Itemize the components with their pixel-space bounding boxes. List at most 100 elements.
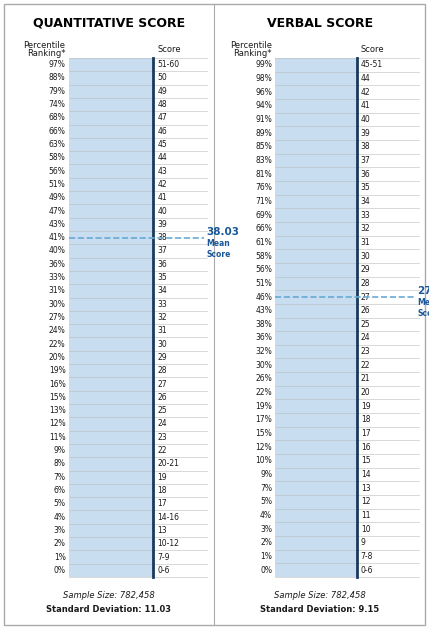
Text: 35: 35 — [157, 273, 167, 282]
Text: 23: 23 — [361, 347, 370, 356]
Text: Percentile: Percentile — [230, 41, 272, 50]
Text: 63%: 63% — [49, 140, 66, 149]
Text: 41%: 41% — [49, 233, 66, 242]
Text: 49: 49 — [157, 87, 167, 96]
Text: 9%: 9% — [54, 446, 66, 455]
Text: 18: 18 — [361, 415, 370, 425]
Text: 37: 37 — [157, 247, 167, 255]
Text: 7%: 7% — [54, 472, 66, 482]
Text: 3%: 3% — [54, 526, 66, 535]
Text: 14-16: 14-16 — [157, 513, 179, 521]
Text: 14: 14 — [361, 470, 370, 479]
Text: 7%: 7% — [260, 484, 272, 493]
Text: 34: 34 — [157, 286, 167, 296]
Text: 13: 13 — [361, 484, 370, 493]
Text: Score: Score — [157, 45, 181, 54]
Text: 35: 35 — [361, 183, 371, 192]
Text: 18: 18 — [157, 486, 167, 495]
Text: 36: 36 — [361, 170, 371, 179]
Text: 66%: 66% — [49, 126, 66, 136]
Text: 33: 33 — [157, 299, 167, 309]
Text: 32: 32 — [361, 224, 370, 233]
Text: Score: Score — [361, 45, 384, 54]
Text: 25: 25 — [361, 320, 370, 329]
Text: 97%: 97% — [49, 60, 66, 69]
Text: 30: 30 — [361, 252, 371, 260]
Text: 81%: 81% — [256, 170, 272, 179]
Text: 56%: 56% — [49, 167, 66, 175]
Text: 44: 44 — [157, 153, 167, 162]
Text: 66%: 66% — [255, 224, 272, 233]
Text: 99%: 99% — [255, 60, 272, 69]
Text: 31: 31 — [157, 326, 167, 335]
Text: 98%: 98% — [255, 74, 272, 83]
Text: 27: 27 — [361, 292, 370, 301]
Text: 0-6: 0-6 — [157, 566, 170, 575]
Text: 12%: 12% — [256, 443, 272, 452]
Text: 96%: 96% — [255, 87, 272, 97]
Text: 42: 42 — [361, 87, 370, 97]
Text: 40: 40 — [157, 206, 167, 216]
Text: 34: 34 — [361, 197, 371, 206]
Text: 38: 38 — [157, 233, 167, 242]
Text: 8%: 8% — [54, 459, 66, 469]
Text: 21: 21 — [361, 374, 370, 384]
Text: 41: 41 — [157, 193, 167, 203]
Text: 43: 43 — [157, 167, 167, 175]
Text: 30%: 30% — [49, 299, 66, 309]
Text: 27%: 27% — [49, 313, 66, 322]
Text: 56%: 56% — [255, 265, 272, 274]
Text: 47%: 47% — [49, 206, 66, 216]
Text: 29: 29 — [157, 353, 167, 362]
Text: 6%: 6% — [54, 486, 66, 495]
Bar — [69, 58, 154, 577]
Text: 89%: 89% — [255, 128, 272, 138]
Text: 10-12: 10-12 — [157, 539, 179, 548]
Text: VERBAL SCORE: VERBAL SCORE — [267, 17, 373, 30]
Text: 41: 41 — [361, 101, 370, 110]
Text: 5%: 5% — [260, 498, 272, 506]
Text: 7-8: 7-8 — [361, 552, 373, 561]
Text: 51-60: 51-60 — [157, 60, 180, 69]
Text: QUANTITATIVE SCORE: QUANTITATIVE SCORE — [33, 17, 185, 30]
Text: 43%: 43% — [255, 306, 272, 315]
Text: 30: 30 — [157, 340, 167, 348]
Text: 19%: 19% — [49, 366, 66, 376]
Text: 51%: 51% — [49, 180, 66, 189]
Text: 10: 10 — [361, 525, 370, 533]
Text: 22: 22 — [361, 361, 370, 370]
Text: 26: 26 — [157, 393, 167, 402]
Text: 38%: 38% — [255, 320, 272, 329]
Text: 13: 13 — [157, 526, 167, 535]
Text: 9: 9 — [361, 538, 366, 547]
Text: 24%: 24% — [49, 326, 66, 335]
Text: 33%: 33% — [49, 273, 66, 282]
Text: 15%: 15% — [255, 429, 272, 438]
Text: 46%: 46% — [255, 292, 272, 301]
Text: 19: 19 — [361, 402, 370, 411]
Text: 0%: 0% — [54, 566, 66, 575]
Text: 22: 22 — [157, 446, 167, 455]
Text: 58%: 58% — [49, 153, 66, 162]
Text: 44: 44 — [361, 74, 371, 83]
Text: 68%: 68% — [49, 113, 66, 123]
Text: 36: 36 — [157, 260, 167, 269]
Text: 28: 28 — [157, 366, 167, 376]
Text: 17: 17 — [361, 429, 370, 438]
Text: 36%: 36% — [49, 260, 66, 269]
Text: 0-6: 0-6 — [361, 565, 373, 575]
Text: 7-9: 7-9 — [157, 552, 170, 562]
Text: Sample Size: 782,458: Sample Size: 782,458 — [63, 591, 155, 600]
Text: Ranking*: Ranking* — [27, 49, 66, 58]
Text: 88%: 88% — [49, 74, 66, 82]
Text: 20: 20 — [361, 388, 370, 397]
Text: 9%: 9% — [260, 470, 272, 479]
Text: 15%: 15% — [49, 393, 66, 402]
Text: 46: 46 — [157, 126, 167, 136]
Text: 71%: 71% — [255, 197, 272, 206]
Text: Mean
Score: Mean Score — [206, 238, 231, 259]
Text: 5%: 5% — [54, 499, 66, 508]
Text: 4%: 4% — [54, 513, 66, 521]
Text: 29: 29 — [361, 265, 370, 274]
Text: 1%: 1% — [260, 552, 272, 561]
